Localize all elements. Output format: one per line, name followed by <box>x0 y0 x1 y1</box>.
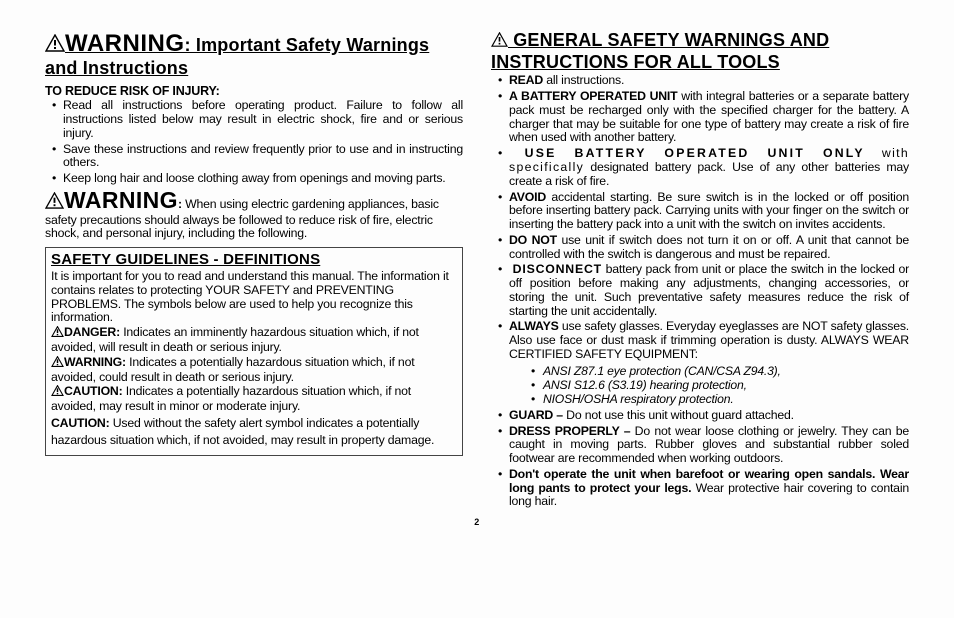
def-caution: CAUTION: Indicates a potentially hazardo… <box>51 385 457 414</box>
left-column: WARNING: Important Safety Warnings and I… <box>45 30 463 511</box>
bullet-avoid: AVOID accidental starting. Be sure switc… <box>491 191 909 232</box>
bold: A BATTERY OPERATED UNIT <box>509 89 677 103</box>
bullet-read: READ all instructions. <box>491 74 909 88</box>
warning-icon <box>45 192 64 213</box>
def-danger: DANGER: Indicates an imminently hazardou… <box>51 326 457 355</box>
text: Do not use this unit without guard attac… <box>563 408 794 422</box>
bullet: Read all instructions before operating p… <box>45 99 463 140</box>
bold: ALWAYS <box>509 319 559 333</box>
caution-label: CAUTION: <box>64 384 123 398</box>
warning-icon <box>45 34 65 57</box>
bullet-barefoot: Don't operate the unit when barefoot or … <box>491 468 909 509</box>
caution2-label: CAUTION: <box>51 416 110 430</box>
warning-icon <box>51 326 64 341</box>
left-bullets: Read all instructions before operating p… <box>45 99 463 186</box>
bullet-always: ALWAYS use safety glasses. Everyday eyeg… <box>491 320 909 406</box>
right-heading-l1: GENERAL SAFETY WARNINGS AND <box>508 30 829 50</box>
sub-bullet: NIOSH/OSHA respiratory protection. <box>527 392 909 406</box>
box-title: SAFETY GUIDELINES - DEFINITIONS <box>51 251 457 268</box>
right-heading: GENERAL SAFETY WARNINGS AND INSTRUCTIONS… <box>491 30 909 72</box>
text: use unit if switch does not turn it on o… <box>509 233 909 261</box>
def-caution2: CAUTION: Used without the safety alert s… <box>51 415 457 449</box>
text: all instructions. <box>543 73 624 87</box>
page: WARNING: Important Safety Warnings and I… <box>0 0 954 618</box>
right-heading-l2: INSTRUCTIONS FOR ALL TOOLS <box>491 52 780 72</box>
right-column: GENERAL SAFETY WARNINGS AND INSTRUCTIONS… <box>491 30 909 511</box>
def-warning: WARNING: Indicates a potentially hazardo… <box>51 356 457 385</box>
page-number: 2 <box>45 517 909 527</box>
sub-bullet: ANSI Z87.1 eye protection (CAN/CSA Z94.3… <box>527 364 909 378</box>
bold: AVOID <box>509 190 546 204</box>
bullet: Keep long hair and loose clothing away f… <box>45 172 463 186</box>
right-bullets: READ all instructions. A BATTERY OPERATE… <box>491 74 909 509</box>
bold: GUARD – <box>509 408 563 422</box>
bold: DO NOT <box>509 233 557 247</box>
bullet-dress: DRESS PROPERLY – Do not wear loose cloth… <box>491 425 909 466</box>
bullet-battery: A BATTERY OPERATED UNIT with integral ba… <box>491 90 909 145</box>
bold: DISCONNECT <box>513 262 602 276</box>
bold: READ <box>509 73 543 87</box>
safety-equipment-list: ANSI Z87.1 eye protection (CAN/CSA Z94.3… <box>527 364 909 407</box>
warning-word: WARNING <box>64 187 178 213</box>
text: use safety glasses. Everyday eyeglasses … <box>509 319 909 361</box>
bullet-use-battery: USE BATTERY OPERATED UNIT ONLY with spec… <box>491 147 909 188</box>
bullet-disconnect: DISCONNECT battery pack from unit or pla… <box>491 263 909 318</box>
inline-warning: WARNING: When using electric gardening a… <box>45 188 463 241</box>
bullet: Save these instructions and review frequ… <box>45 143 463 171</box>
bullet-guard: GUARD – Do not use this unit without gua… <box>491 409 909 423</box>
definitions-box: SAFETY GUIDELINES - DEFINITIONS It is im… <box>45 247 463 456</box>
warning-icon <box>51 385 64 400</box>
bold: USE BATTERY OPERATED UNIT ONLY <box>525 146 865 160</box>
warning-icon <box>51 356 64 371</box>
danger-label: DANGER: <box>64 325 120 339</box>
sub-bullet: ANSI S12.6 (S3.19) hearing protection, <box>527 378 909 392</box>
heading-warning-word: WARNING <box>65 30 185 57</box>
warning-icon <box>491 31 508 52</box>
reduce-risk-sub: TO REDUCE RISK OF INJURY: <box>45 84 463 98</box>
box-intro: It is important for you to read and unde… <box>51 270 457 325</box>
warning-label: WARNING: <box>64 355 126 369</box>
left-heading: WARNING: Important Safety Warnings and I… <box>45 30 463 78</box>
bold: DRESS PROPERLY – <box>509 424 630 438</box>
text: accidental starting. Be sure switch is i… <box>509 190 909 232</box>
columns: WARNING: Important Safety Warnings and I… <box>45 30 909 511</box>
bullet-donot: DO NOT use unit if switch does not turn … <box>491 234 909 262</box>
